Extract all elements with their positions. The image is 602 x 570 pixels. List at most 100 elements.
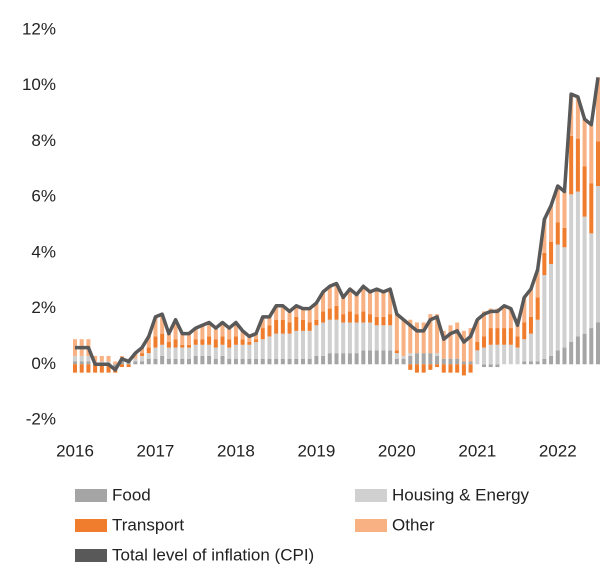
bar (341, 322, 346, 354)
bar (267, 316, 272, 326)
bar (495, 364, 500, 368)
bar (575, 191, 580, 337)
bar (589, 124, 594, 184)
bar (260, 339, 265, 359)
bar (408, 319, 413, 354)
bar (260, 316, 265, 329)
x-tick-label: 2022 (539, 441, 577, 460)
legend-swatch (355, 489, 387, 502)
bar (482, 347, 487, 365)
bar (146, 347, 151, 354)
bar (461, 364, 466, 376)
bar (555, 186, 560, 223)
bar (314, 325, 319, 356)
bar (508, 344, 513, 365)
bar (233, 336, 238, 345)
bar (220, 355, 225, 365)
bar (535, 269, 540, 298)
bar (522, 322, 527, 340)
bar (394, 358, 399, 365)
bar (368, 350, 373, 365)
bar (233, 344, 238, 359)
bar (274, 305, 279, 320)
bar (140, 347, 145, 354)
bar (582, 333, 587, 365)
bar (569, 342, 574, 365)
bar (267, 325, 272, 337)
bar (274, 319, 279, 334)
bar (294, 330, 299, 359)
bar (267, 358, 272, 365)
bar (488, 364, 493, 368)
bar (374, 350, 379, 365)
bar (106, 355, 111, 362)
bar (233, 322, 238, 337)
bar (193, 355, 198, 365)
bar (160, 314, 165, 334)
bar (374, 316, 379, 326)
bar (595, 322, 601, 365)
bar (294, 358, 299, 365)
bar (455, 358, 460, 365)
bar (488, 328, 493, 345)
bar (595, 186, 601, 323)
bar (240, 339, 245, 345)
bar (341, 353, 346, 365)
bar (166, 333, 171, 342)
bar (140, 353, 145, 356)
bar (435, 353, 440, 356)
bar (207, 344, 212, 356)
bar (240, 358, 245, 365)
bar (488, 308, 493, 329)
bar (327, 308, 332, 320)
bar (408, 355, 413, 365)
bar (347, 311, 352, 323)
bar (475, 342, 480, 351)
bar (361, 350, 366, 365)
bar (267, 336, 272, 359)
bar (227, 339, 232, 348)
bar (160, 333, 165, 345)
bar (542, 358, 547, 365)
bar (394, 314, 399, 351)
bar (146, 353, 151, 359)
bar (361, 286, 366, 312)
bar (461, 330, 466, 362)
bar (227, 358, 232, 365)
bar (502, 344, 507, 365)
legend-label: Total level of inflation (CPI) (112, 545, 314, 564)
bar (569, 135, 574, 195)
bar (307, 322, 312, 331)
y-tick-label: 10% (22, 75, 56, 94)
bar (213, 339, 218, 348)
legend-label: Housing & Energy (392, 485, 530, 504)
bar (381, 325, 386, 351)
cpi-line (75, 77, 600, 372)
bar (347, 289, 352, 312)
bar (435, 314, 440, 354)
legend-label: Food (112, 485, 151, 504)
bar (186, 344, 191, 348)
bar (569, 194, 574, 342)
bar (200, 344, 205, 356)
bar (186, 333, 191, 345)
bar (180, 344, 185, 348)
bar (280, 333, 285, 359)
bar (240, 344, 245, 359)
bar (595, 77, 601, 142)
bar (220, 344, 225, 356)
bar (341, 297, 346, 315)
bar (280, 358, 285, 365)
bar (528, 289, 533, 317)
bar (153, 336, 158, 348)
bar (341, 314, 346, 323)
bar (495, 308, 500, 329)
bar (207, 355, 212, 365)
bar (321, 311, 326, 323)
bar (227, 347, 232, 359)
bar (535, 319, 540, 362)
bar (374, 325, 379, 351)
legend-swatch (355, 519, 387, 532)
bar (193, 339, 198, 345)
